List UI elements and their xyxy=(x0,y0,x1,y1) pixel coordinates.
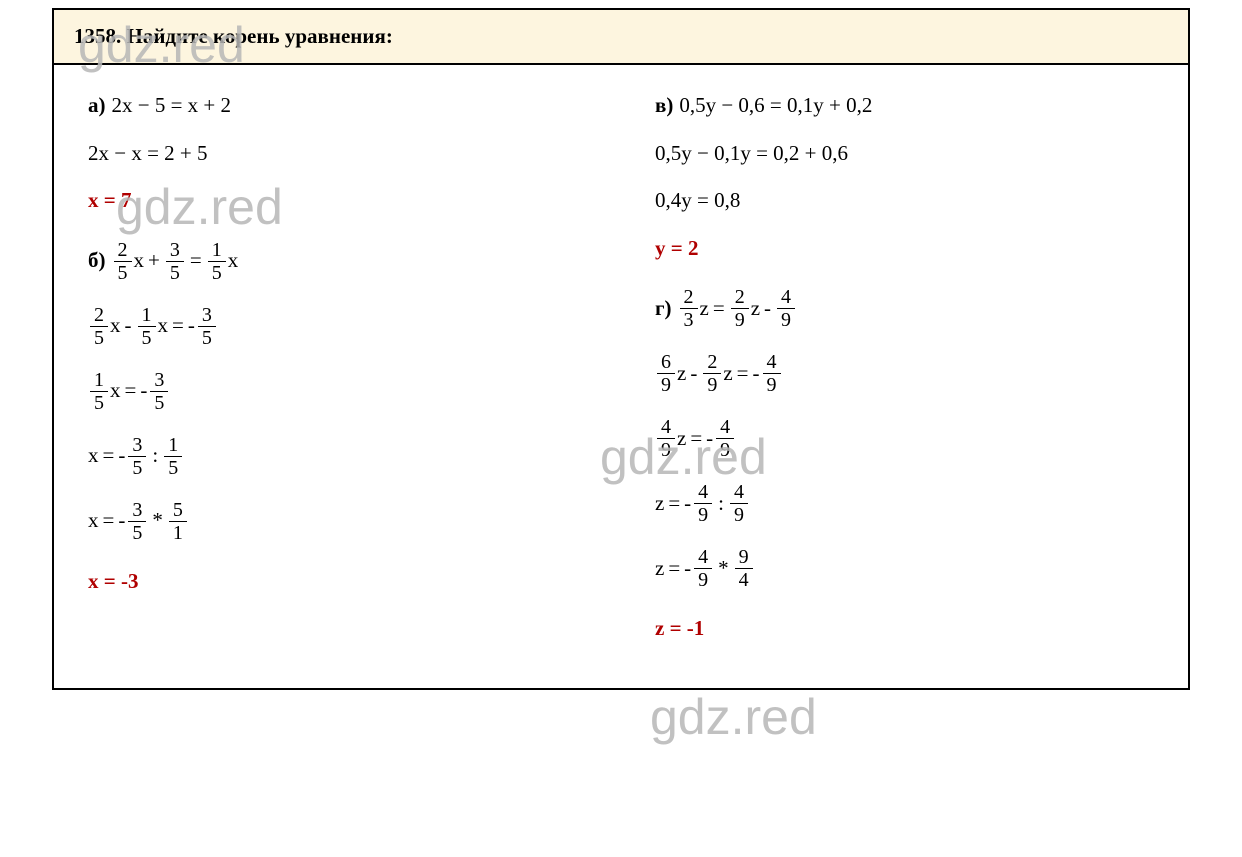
eq-b-3: 15 x = - 35 xyxy=(88,370,621,413)
problem-number: 1358. Найдите корень уравнения: xyxy=(74,24,393,48)
answer-b: x = -3 xyxy=(88,565,138,599)
frac: 23 xyxy=(680,287,698,330)
answer-a: x = 7 xyxy=(88,184,131,218)
content-row: а) 2x − 5 = x + 2 2x − x = 2 + 5 x = 7 б… xyxy=(54,65,1188,688)
frac: 69 xyxy=(657,352,675,395)
eq-g-3: 49 z = - 49 xyxy=(655,417,1188,460)
eq-b-1: б) 25 x + 35 = 15 x xyxy=(88,240,621,283)
eq-b-ans: x = -3 xyxy=(88,565,621,599)
frac: 35 xyxy=(128,500,146,543)
frac: 29 xyxy=(703,352,721,395)
frac: 15 xyxy=(138,305,156,348)
problem-header: 1358. Найдите корень уравнения: xyxy=(54,10,1188,65)
eq-g-1: г) 23 z = 29 z - 49 xyxy=(655,287,1188,330)
frac: 49 xyxy=(657,417,675,460)
frac: 15 xyxy=(208,240,226,283)
watermark-text: gdz.red xyxy=(650,688,817,746)
eq-a-eq1: 2x − 5 = x + 2 xyxy=(112,89,232,123)
eq-g-5: z = - 49 * 94 xyxy=(655,547,1188,590)
label-b: б) xyxy=(88,244,106,278)
eq-v-ans: y = 2 xyxy=(655,232,1188,266)
right-column: в) 0,5y − 0,6 = 0,1y + 0,2 0,5y − 0,1y =… xyxy=(621,89,1188,660)
eq-v-1: в) 0,5y − 0,6 = 0,1y + 0,2 xyxy=(655,89,1188,123)
document-frame: 1358. Найдите корень уравнения: а) 2x − … xyxy=(52,8,1190,690)
frac: 49 xyxy=(716,417,734,460)
eq-v-eq1: 0,5y − 0,6 = 0,1y + 0,2 xyxy=(679,89,872,123)
frac: 35 xyxy=(150,370,168,413)
frac: 15 xyxy=(90,370,108,413)
answer-v: y = 2 xyxy=(655,232,698,266)
eq-g-ans: z = -1 xyxy=(655,612,1188,646)
frac: 94 xyxy=(735,547,753,590)
eq-g-2: 69 z - 29 z = - 49 xyxy=(655,352,1188,395)
eq-v-eq2: 0,5y − 0,1y = 0,2 + 0,6 xyxy=(655,137,848,171)
frac: 25 xyxy=(90,305,108,348)
eq-b-4: x = - 35 : 15 xyxy=(88,435,621,478)
label-g: г) xyxy=(655,292,672,326)
label-v: в) xyxy=(655,89,673,123)
frac: 35 xyxy=(166,240,184,283)
frac: 25 xyxy=(114,240,132,283)
answer-g: z = -1 xyxy=(655,612,704,646)
frac: 49 xyxy=(763,352,781,395)
frac: 49 xyxy=(694,547,712,590)
frac: 35 xyxy=(128,435,146,478)
frac: 49 xyxy=(730,482,748,525)
eq-a-1: а) 2x − 5 = x + 2 xyxy=(88,89,621,123)
eq-v-eq3: 0,4y = 0,8 xyxy=(655,184,740,218)
frac: 51 xyxy=(169,500,187,543)
eq-a-eq2: 2x − x = 2 + 5 xyxy=(88,137,208,171)
frac: 35 xyxy=(198,305,216,348)
eq-v-2: 0,5y − 0,1y = 0,2 + 0,6 xyxy=(655,137,1188,171)
eq-v-3: 0,4y = 0,8 xyxy=(655,184,1188,218)
eq-g-4: z = - 49 : 49 xyxy=(655,482,1188,525)
left-column: а) 2x − 5 = x + 2 2x − x = 2 + 5 x = 7 б… xyxy=(54,89,621,660)
frac: 49 xyxy=(694,482,712,525)
label-a: а) xyxy=(88,89,106,123)
eq-a-ans: x = 7 xyxy=(88,184,621,218)
eq-b-2: 25 x - 15 x = - 35 xyxy=(88,305,621,348)
eq-a-2: 2x − x = 2 + 5 xyxy=(88,137,621,171)
frac: 49 xyxy=(777,287,795,330)
title-text: Найдите корень уравнения: xyxy=(127,24,393,48)
eq-b-5: x = - 35 * 51 xyxy=(88,500,621,543)
frac: 15 xyxy=(164,435,182,478)
frac: 29 xyxy=(731,287,749,330)
number-text: 1358. xyxy=(74,24,121,48)
